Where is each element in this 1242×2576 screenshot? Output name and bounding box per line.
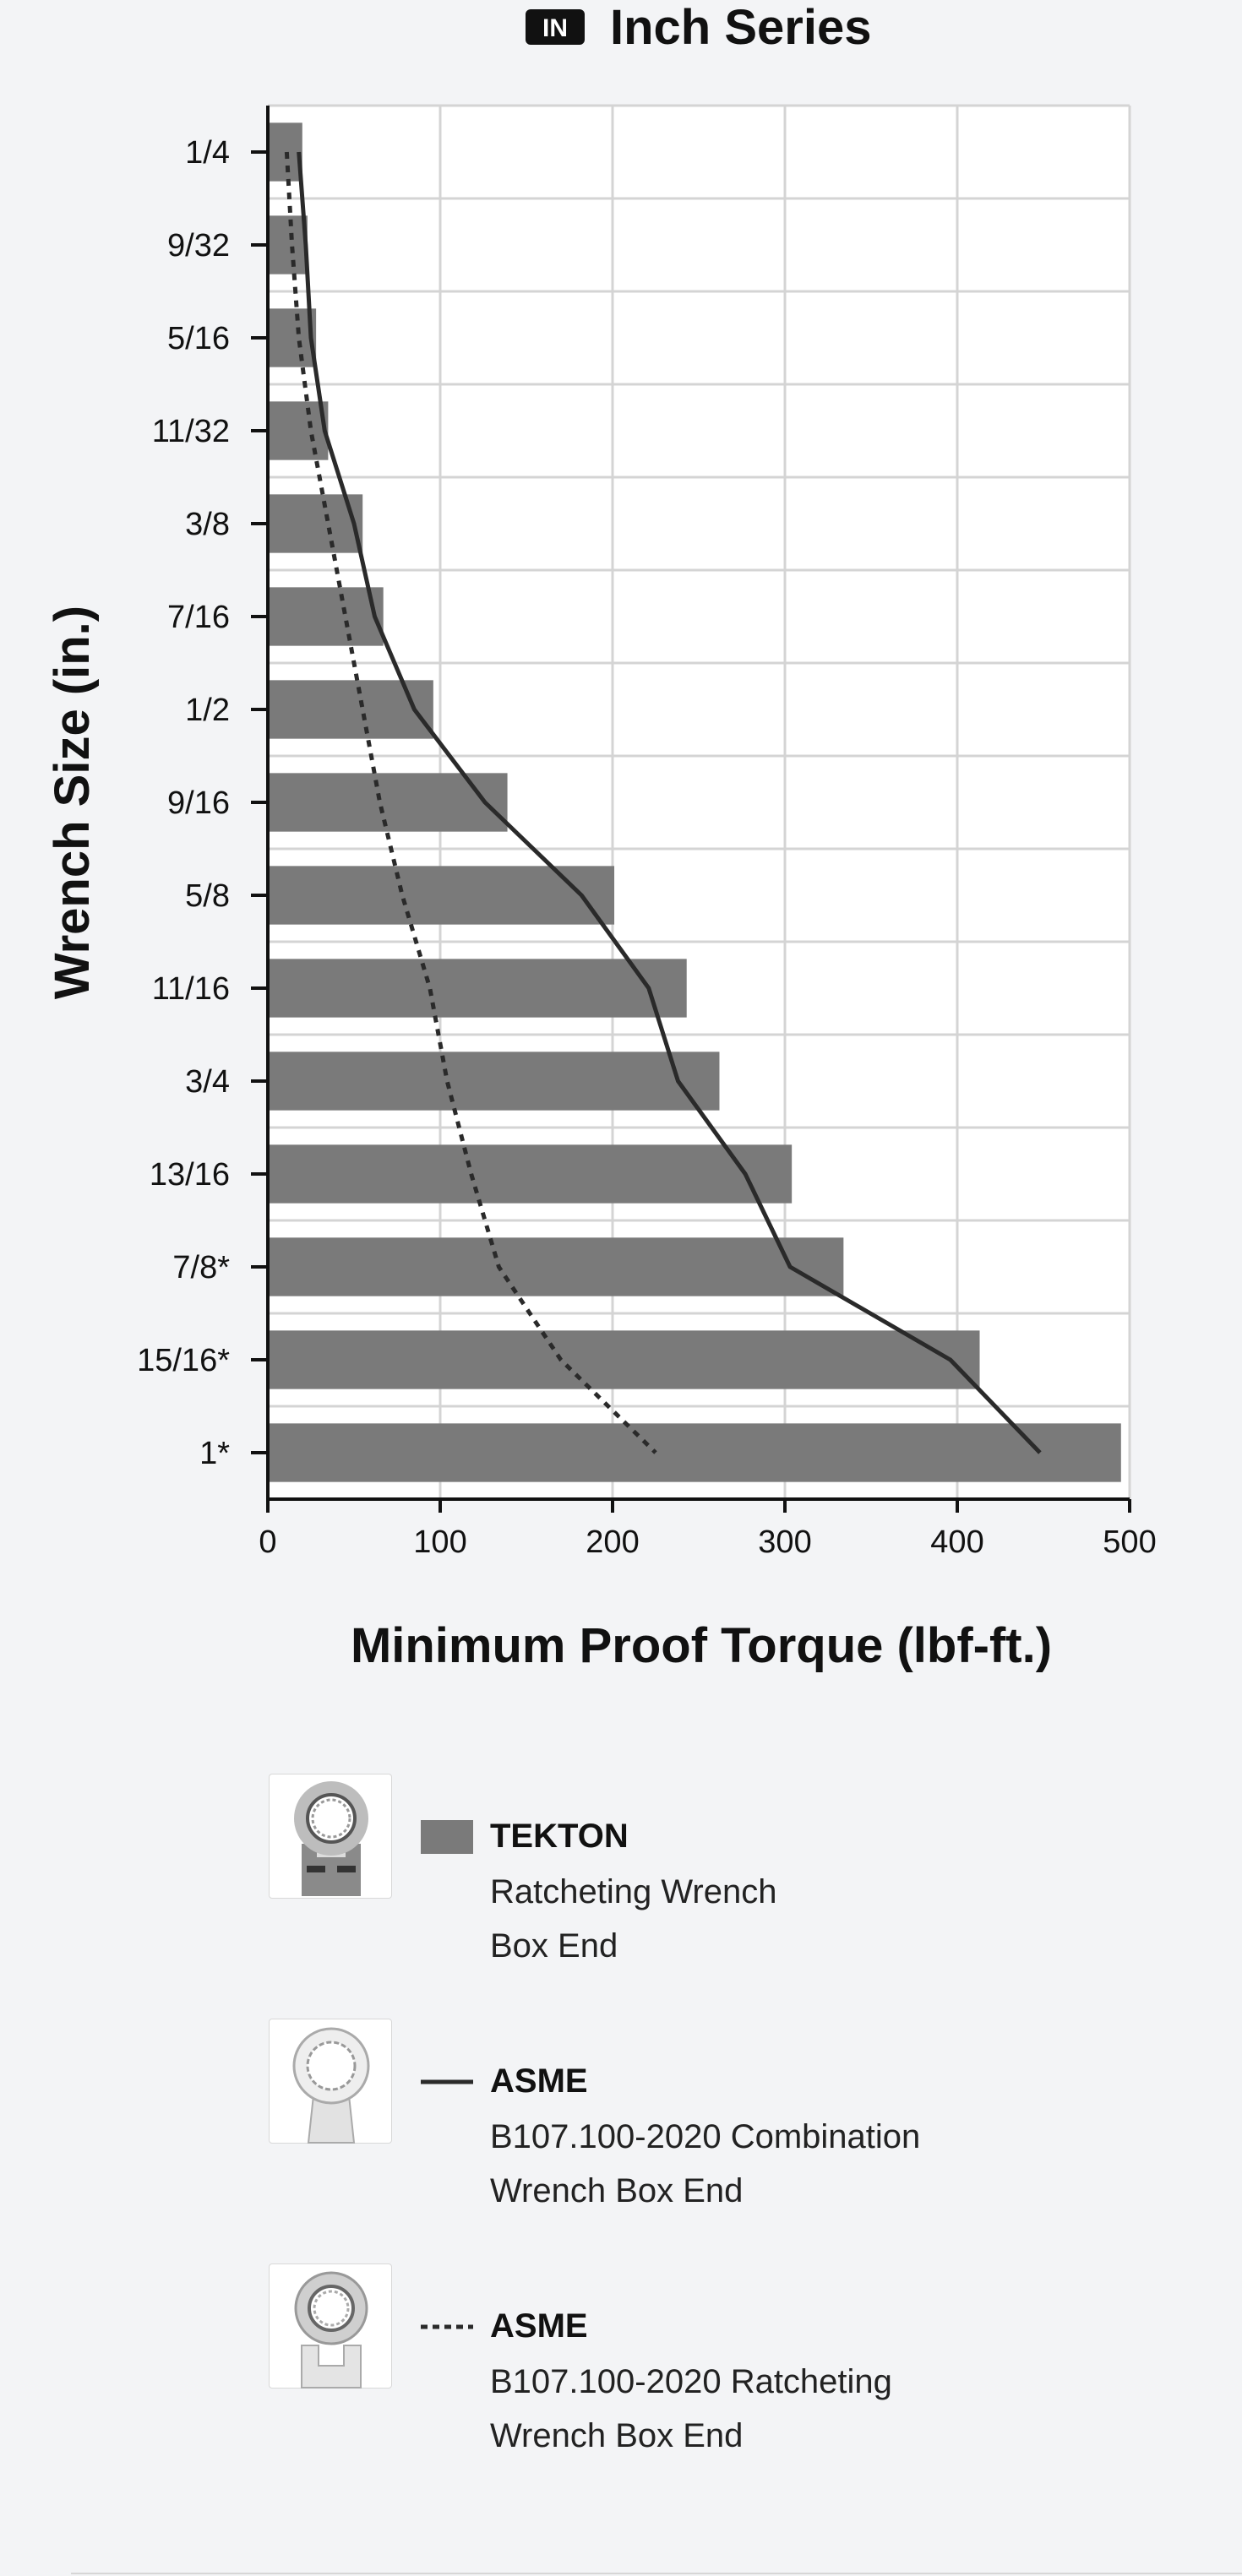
legend-name: ASME	[490, 2307, 588, 2345]
legend-description: Ratcheting Wrench Box End	[490, 1865, 776, 1973]
chart-title: Inch Series	[610, 0, 871, 55]
bar	[268, 1144, 793, 1204]
legend-name: ASME	[490, 2062, 588, 2100]
bar	[268, 680, 433, 739]
bar	[268, 1423, 1121, 1482]
bar	[268, 587, 384, 646]
bar	[268, 866, 615, 925]
y-tick-label: 9/32	[167, 228, 230, 264]
y-tick-label: 5/8	[185, 878, 230, 914]
y-tick-label: 7/8*	[172, 1250, 230, 1285]
legend-key-solid-line	[421, 2079, 473, 2084]
legend-line-1: Ratcheting Wrench	[490, 1873, 777, 1910]
series-badge	[526, 9, 585, 45]
bar	[268, 773, 508, 832]
x-tick-label: 500	[1103, 1524, 1156, 1560]
legend-line-2: Box End	[490, 1927, 618, 1965]
legend-item-asme-combination: ASME B107.100-2020 Combination Wrench Bo…	[269, 2019, 1114, 2264]
legend-key-bar	[421, 1820, 473, 1854]
y-tick-label: 1*	[199, 1436, 230, 1471]
y-axis-title: Wrench Size (in.)	[45, 606, 100, 999]
bar	[268, 1330, 980, 1389]
y-tick-label: 9/16	[167, 785, 230, 821]
tekton-ratcheting-wrench-icon	[269, 1774, 392, 1899]
chart-header: IN Inch Series	[526, 0, 871, 55]
combination-line	[297, 151, 1042, 1454]
legend-item-tekton: TEKTON Ratcheting Wrench Box End	[269, 1774, 1114, 2019]
y-tick-label: 11/32	[152, 414, 230, 449]
legend-line-2: Wrench Box End	[490, 2417, 744, 2454]
bar	[268, 401, 329, 460]
y-tick-label: 3/8	[185, 507, 230, 542]
x-axis-title: Minimum Proof Torque (lbf-ft.)	[351, 1618, 1052, 1673]
legend-line-2: Wrench Box End	[490, 2172, 744, 2209]
legend-name: TEKTON	[490, 1818, 629, 1855]
bar	[268, 215, 308, 274]
chart: IN Inch Series 1/49/325/1611/323/87/161/…	[45, 0, 1157, 1673]
x-tick-label: 400	[930, 1524, 983, 1560]
bar	[268, 122, 302, 182]
series-badge-label: IN	[542, 14, 568, 42]
x-tick-label: 200	[586, 1524, 639, 1560]
legend-key-dashed-line	[421, 2324, 473, 2329]
bar	[268, 959, 687, 1018]
ratcheting-line	[284, 151, 657, 1454]
bars	[268, 122, 1121, 1482]
x-tick-label: 0	[259, 1524, 276, 1560]
combination-wrench-icon	[269, 2019, 392, 2144]
ratcheting-wrench-icon	[269, 2264, 392, 2389]
y-tick-label: 13/16	[150, 1157, 230, 1193]
bar	[268, 1052, 720, 1111]
y-tick-label: 5/16	[167, 321, 230, 356]
tick-labels: 1/4 9/32 5/16 11/32 3/8 7/16 1/2 9/16 5/8 11/16 3/…	[137, 135, 1157, 1560]
legend-description: B107.100-2020 Ratcheting Wrench Box End	[490, 2355, 892, 2463]
y-tick-label: 3/4	[185, 1064, 230, 1100]
y-tick-label: 1/2	[185, 693, 230, 728]
axes	[251, 106, 1131, 1513]
x-tick-label: 100	[413, 1524, 466, 1560]
legend-line-1: B107.100-2020 Ratcheting	[490, 2363, 892, 2400]
y-tick-label: 15/16*	[137, 1343, 230, 1378]
y-tick-label: 11/16	[152, 971, 230, 1007]
legend-line-1: B107.100-2020 Combination	[490, 2118, 921, 2155]
y-tick-label: 1/4	[185, 135, 230, 171]
legend-item-asme-ratcheting: ASME B107.100-2020 Ratcheting Wrench Box…	[269, 2264, 1114, 2508]
x-tick-label: 300	[758, 1524, 811, 1560]
legend: TEKTON Ratcheting Wrench Box End ASME B1…	[269, 1774, 1114, 2508]
bar	[268, 1237, 844, 1296]
legend-description: B107.100-2020 Combination Wrench Box End	[490, 2110, 920, 2218]
series-lines	[284, 151, 1042, 1454]
y-tick-label: 7/16	[167, 600, 230, 635]
bottom-divider	[71, 2573, 1242, 2574]
